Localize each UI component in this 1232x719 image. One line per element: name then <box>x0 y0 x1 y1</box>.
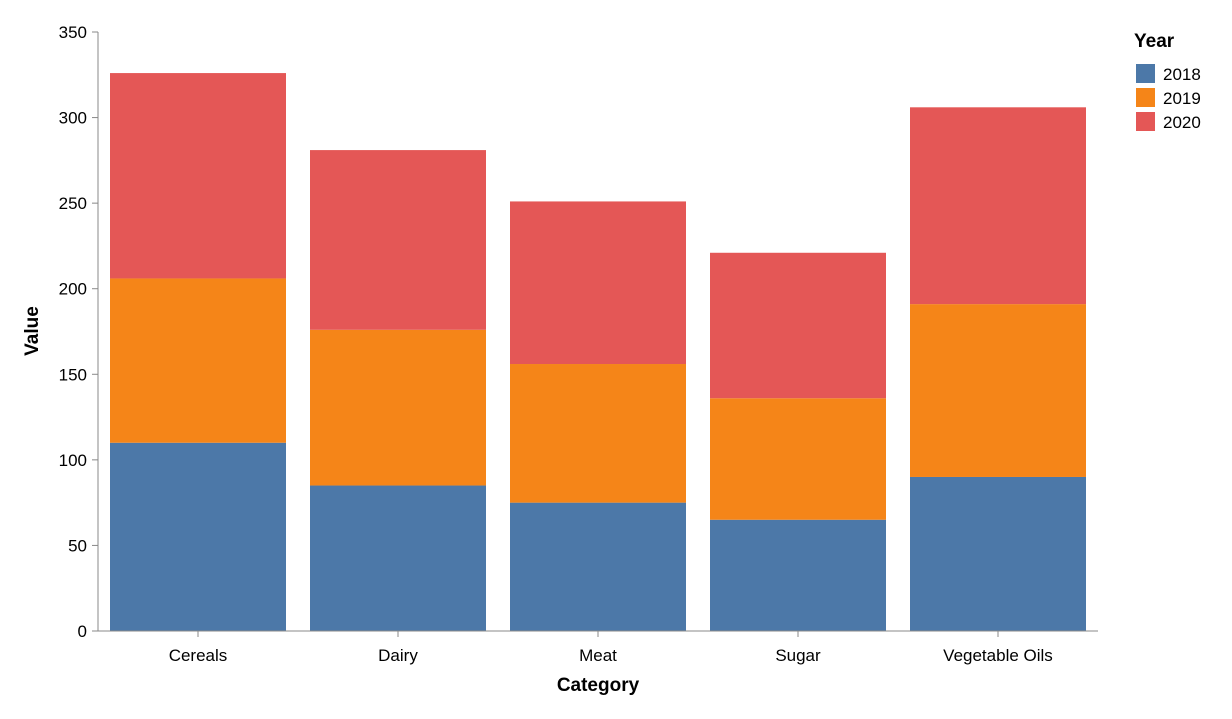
bar-cereals-2019 <box>110 278 286 443</box>
x-tick-label: Dairy <box>378 646 418 665</box>
legend-items: 2018 2019 2020 <box>1136 64 1201 132</box>
x-axis-title: Category <box>557 675 640 696</box>
x-tick-label: Meat <box>579 646 617 665</box>
legend-item-2020: 2020 <box>1136 112 1201 132</box>
legend-swatch <box>1136 64 1155 83</box>
x-tick-label: Sugar <box>775 646 821 665</box>
x-tick-label: Vegetable Oils <box>943 646 1053 665</box>
y-tick-label: 150 <box>59 365 87 384</box>
y-tick-label: 100 <box>59 451 87 470</box>
bar-sugar-2018 <box>710 519 886 631</box>
y-axis-title: Value <box>22 306 43 356</box>
y-axis: 0 50 100 150 200 250 300 350 <box>59 23 99 641</box>
legend-label: 2019 <box>1163 89 1201 108</box>
legend-label: 2018 <box>1163 65 1201 84</box>
legend-label: 2020 <box>1163 113 1201 132</box>
bar-vegetable-oils-2019 <box>910 304 1086 477</box>
bar-meat-2019 <box>510 364 686 503</box>
x-tick-label: Cereals <box>169 646 228 665</box>
bar-sugar-2020 <box>710 252 886 399</box>
bars-layer <box>110 73 1086 631</box>
legend-item-2018: 2018 <box>1136 64 1201 84</box>
legend: Year 2018 2019 2020 <box>1134 31 1201 132</box>
bar-meat-2018 <box>510 502 686 631</box>
y-tick-label: 50 <box>68 536 87 555</box>
bar-meat-2020 <box>510 201 686 365</box>
bar-vegetable-oils-2020 <box>910 107 1086 305</box>
legend-swatch <box>1136 88 1155 107</box>
y-tick-label: 250 <box>59 194 87 213</box>
bar-dairy-2020 <box>310 150 486 330</box>
legend-item-2019: 2019 <box>1136 88 1201 108</box>
bar-cereals-2018 <box>110 442 286 631</box>
bar-dairy-2018 <box>310 485 486 631</box>
y-tick-label: 0 <box>78 622 87 641</box>
y-tick-label: 300 <box>59 109 87 128</box>
bar-cereals-2020 <box>110 73 286 279</box>
legend-swatch <box>1136 112 1155 131</box>
bar-sugar-2019 <box>710 398 886 520</box>
bar-vegetable-oils-2018 <box>910 476 1086 631</box>
bar-dairy-2019 <box>310 329 486 486</box>
legend-title: Year <box>1134 31 1175 52</box>
x-axis: Cereals Dairy Meat Sugar Vegetable Oils <box>98 630 1098 665</box>
y-tick-label: 200 <box>59 280 87 299</box>
y-tick-label: 350 <box>59 23 87 42</box>
